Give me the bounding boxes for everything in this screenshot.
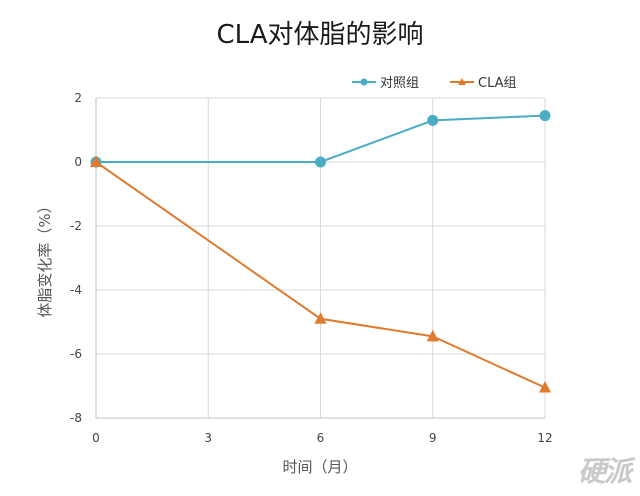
y-tick-label: -4 [70,283,82,297]
legend-label-cla: CLA组 [478,76,517,91]
y-tick-label: -2 [70,219,82,233]
tick-labels: 2 0 -2 -4 -6 -8 0 3 6 9 12 [70,91,553,445]
data-point-control [427,114,439,126]
data-point-cla [314,312,327,324]
x-tick-label: 3 [204,431,212,445]
y-tick-label: 0 [74,155,82,169]
axes [95,98,545,419]
y-tick-label: 2 [74,91,82,105]
y-tick-label: -8 [70,411,82,425]
legend-marker-cla [458,78,466,85]
series-line-control [96,114,546,163]
legend-label-control: 对照组 [380,76,419,91]
chart-title: CLA对体脂的影响 [216,20,423,50]
watermark-logo: 硬派 [577,455,632,488]
series-line-cla [95,161,546,389]
x-axis-title: 时间（月） [282,458,357,476]
data-point-control [315,156,326,168]
series-layer [89,110,552,393]
data-point-cla [538,381,552,393]
data-point-control [539,110,551,122]
data-point-cla [89,155,103,167]
legend-marker-control [360,78,368,86]
x-tick-label: 0 [92,431,100,445]
x-tick-label: 12 [537,431,552,445]
legend[interactable]: 对照组 CLA组 [352,76,517,91]
data-point-cla [426,329,439,342]
x-tick-label: 6 [317,431,325,445]
x-tick-label: 9 [429,431,437,445]
grid [95,97,546,419]
y-axis-title: 体脂变化率（%） [36,198,54,317]
y-tick-label: -6 [70,347,82,361]
